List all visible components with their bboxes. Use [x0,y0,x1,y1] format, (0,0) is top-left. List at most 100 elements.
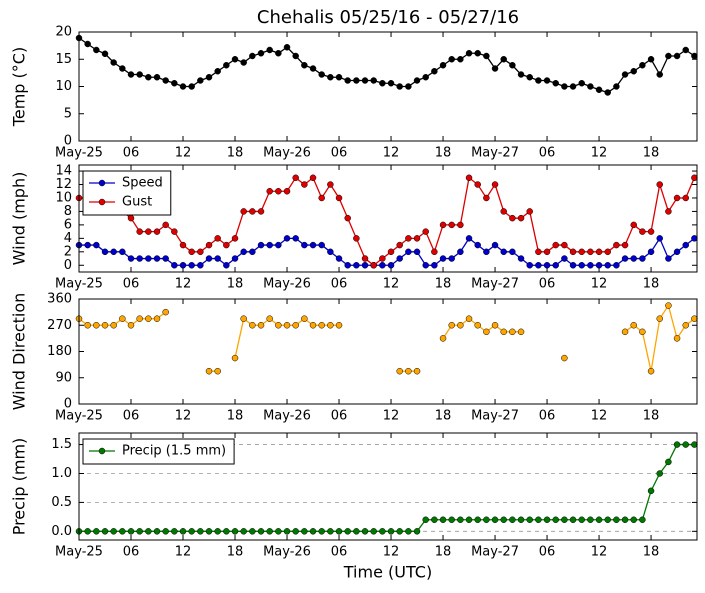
data-point [639,328,646,336]
legend-marker [98,198,106,206]
data-point [431,262,438,269]
data-point [517,214,525,222]
x-tick-label: 18 [435,545,452,560]
data-point [257,528,265,535]
data-point [595,516,603,524]
data-point [483,52,490,60]
data-point [491,516,499,524]
data-point [396,83,403,90]
data-point [179,83,187,90]
data-point [361,255,369,262]
data-point [327,248,334,256]
data-point [283,44,291,51]
data-point [335,194,343,202]
data-point [673,248,681,256]
x-tick-label: 12 [591,277,608,292]
data-point [318,528,325,535]
data-point [301,61,308,69]
data-point [665,208,672,215]
data-point [439,255,447,262]
data-point [543,516,551,524]
x-tick-label: May-27 [471,146,519,161]
data-point [318,194,325,202]
data-point [604,89,611,96]
x-tick-label: 18 [643,409,660,424]
data-point [413,235,421,242]
data-point [162,255,169,262]
data-point [405,248,412,256]
data-point [179,262,187,269]
data-point [647,487,655,495]
data-point [136,228,143,235]
data-point [292,322,299,329]
data-point [119,65,126,72]
data-point [197,262,204,269]
y-tick-label: 14 [55,164,72,179]
data-point [231,528,239,535]
data-point [543,262,551,269]
data-point [448,56,455,63]
data-point [439,335,447,342]
data-point [500,248,507,256]
data-point [405,367,412,375]
data-point [448,322,455,329]
data-point [639,255,646,262]
data-point [587,248,594,256]
data-point [483,194,490,202]
data-point [526,262,533,269]
data-point [292,235,299,242]
y-tick-label: 0.5 [51,495,72,510]
data-point [517,71,525,78]
x-tick-label: 12 [591,146,608,161]
data-point [448,221,455,229]
data-point [93,46,100,54]
data-point [231,235,239,242]
legend-label: Gust [122,195,152,210]
data-point [379,79,386,87]
y-tick-label: 12 [55,177,72,192]
data-point [188,248,195,256]
data-point [309,65,317,72]
data-point [647,367,655,375]
y-tick-label: 0 [64,134,72,149]
data-point [630,322,637,329]
data-point [639,516,646,524]
x-tick-label: 12 [175,409,192,424]
plot-frame [78,432,698,541]
x-tick-label: 18 [643,545,660,560]
data-point [604,262,611,269]
data-point [275,322,282,329]
chart-title: Chehalis 05/25/16 - 05/27/16 [257,7,519,28]
data-point [474,322,481,329]
data-point [387,248,395,256]
data-point [630,255,637,262]
data-point [275,241,282,249]
data-point [413,528,421,535]
data-point [361,262,369,269]
data-point [309,322,317,329]
data-point [223,528,230,535]
data-point [578,516,585,524]
x-tick-label: 06 [331,146,348,161]
x-tick-label: 18 [643,146,660,161]
data-point [682,241,689,249]
data-point [526,208,533,215]
data-point [491,65,499,72]
data-point [613,516,620,524]
x-tick-label: 06 [123,545,140,560]
data-point [630,67,637,75]
data-point [465,50,473,57]
data-point [101,528,109,535]
data-point [171,262,178,269]
data-point [656,470,663,477]
data-point [587,262,594,269]
data-point [93,528,100,535]
data-point [552,79,559,87]
data-point [240,208,247,215]
data-point [474,241,481,249]
data-point [275,187,282,195]
data-point [84,241,91,249]
data-point [127,528,135,535]
data-point [292,528,299,535]
